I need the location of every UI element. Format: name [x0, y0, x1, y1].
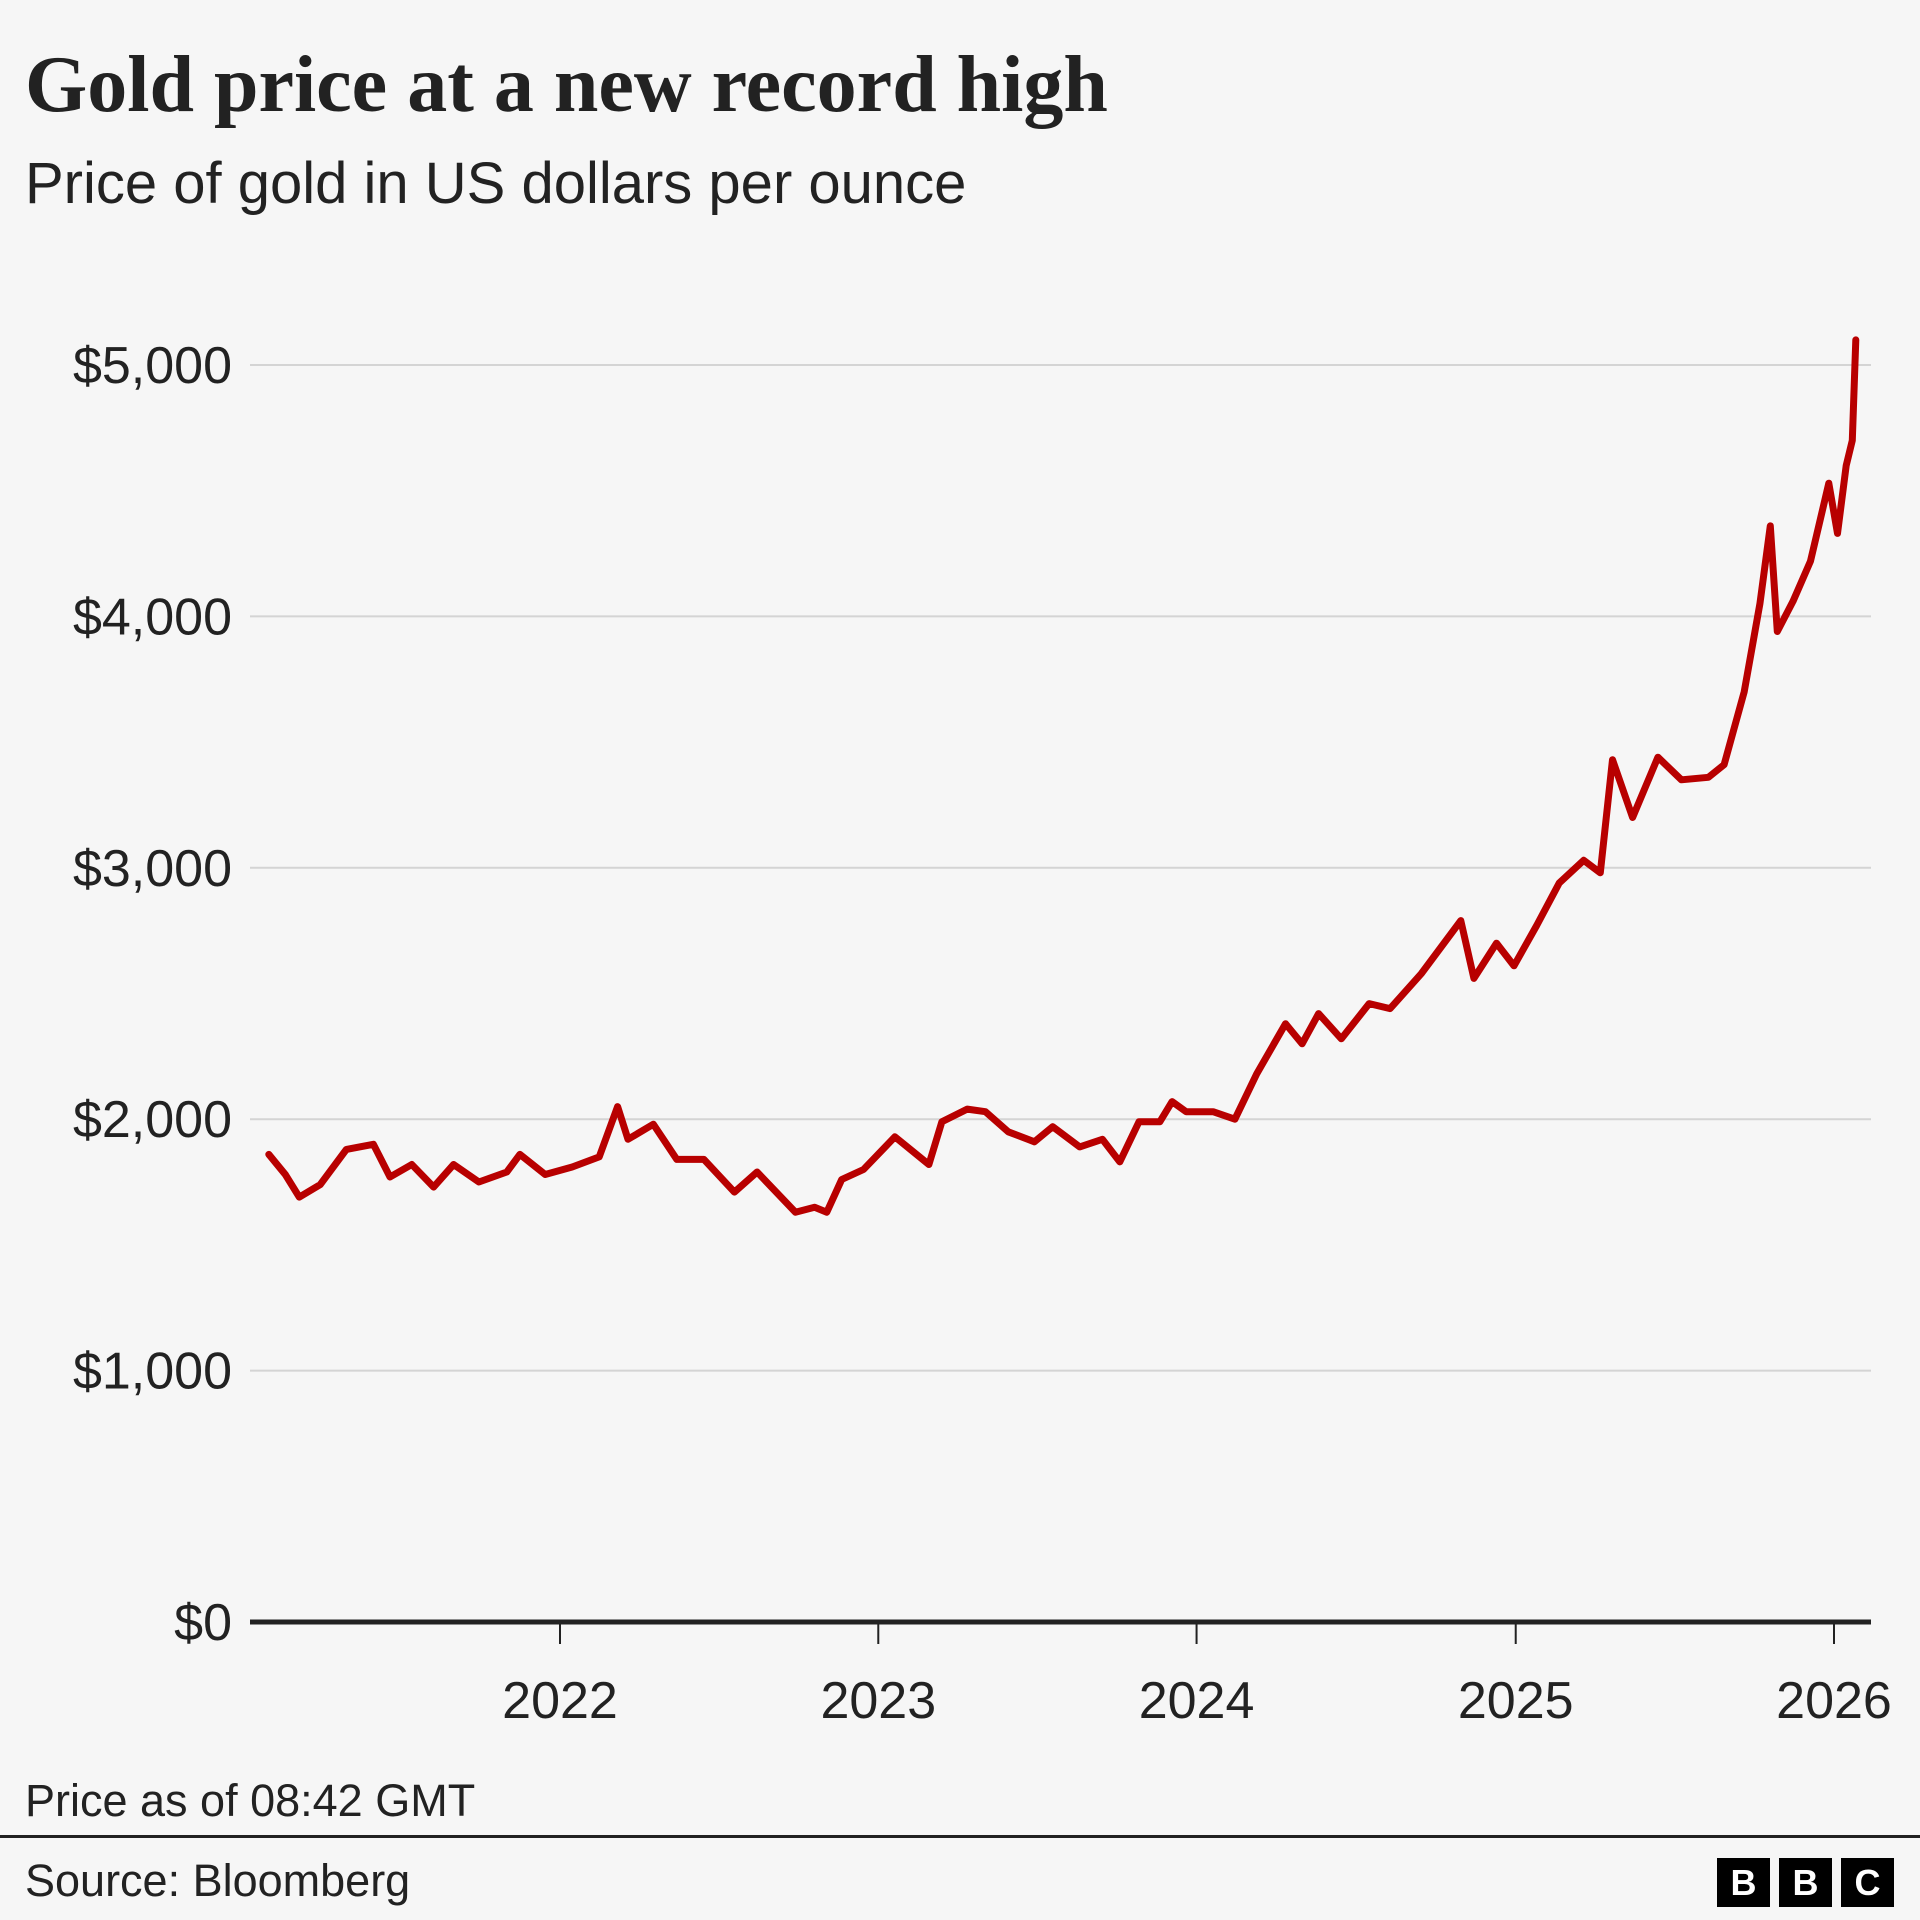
line-chart: $0 $1,000 $2,000 $3,000 $4,000 $5,000 2022 202… [73, 336, 1892, 1730]
x-tick-label: 2024 [1139, 1672, 1255, 1730]
chart-subtitle: Price of gold in US dollars per ounce [25, 151, 967, 216]
x-tick-label: 2022 [502, 1672, 618, 1730]
logo-letter: B [1717, 1858, 1770, 1907]
bbc-logo: B B C [1717, 1858, 1894, 1907]
y-tick-label: $4,000 [73, 588, 232, 646]
y-tick-label: $1,000 [73, 1343, 232, 1401]
y-tick-label: $3,000 [73, 840, 232, 898]
logo-letter: C [1841, 1858, 1894, 1907]
footer-divider [0, 1835, 1920, 1838]
x-tick-label: 2025 [1458, 1672, 1574, 1730]
source-label: Source: Bloomberg [25, 1855, 411, 1906]
y-tick-label: $2,000 [73, 1091, 232, 1149]
y-tick-label: $0 [174, 1594, 232, 1652]
gold-price-line [265, 336, 1860, 1216]
x-tick-label: 2026 [1776, 1672, 1892, 1730]
x-tick-label: 2023 [820, 1672, 936, 1730]
chart-title: Gold price at a new record high [25, 41, 1108, 129]
price-timestamp-note: Price as of 08:42 GMT [25, 1775, 476, 1826]
y-tick-label: $5,000 [73, 337, 232, 395]
logo-letter: B [1779, 1858, 1832, 1907]
